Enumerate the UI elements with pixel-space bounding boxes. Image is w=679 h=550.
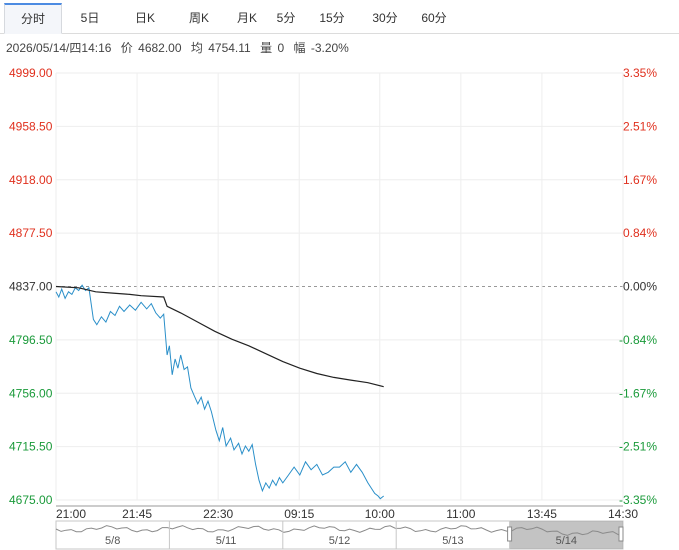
x-tick-label: 14:30 [608,507,638,521]
tab-1[interactable]: 分时 [4,3,62,34]
tab-8[interactable]: 30分 [372,11,398,25]
tab-6[interactable]: 5分 [276,11,296,25]
y-tick-label-left: 4675.00 [9,493,53,507]
x-tick-label: 22:30 [203,507,233,521]
tab-4[interactable]: 周K [188,11,209,25]
x-tick-label: 09:15 [284,507,314,521]
y-tick-label-right: 2.51% [623,119,657,133]
x-tick-label: 11:00 [446,507,475,521]
price-label: 价 [120,41,133,55]
tab-5[interactable]: 月K [236,11,257,25]
x-tick-label: 21:45 [122,507,152,521]
y-tick-label-right: 1.67% [623,173,657,187]
change-value: -3.20% [310,41,349,55]
y-tick-label-left: 4999.00 [9,66,53,80]
change-label: 幅 [293,41,306,55]
tab-3[interactable]: 日K [134,11,155,25]
avg-label: 均 [190,41,203,55]
y-tick-label-right: 3.35% [623,66,657,80]
x-tick-label: 13:45 [527,507,557,521]
navigator-date-label: 5/8 [105,535,120,547]
navigator-left-handle[interactable] [507,526,513,542]
y-tick-label-left: 4918.00 [9,173,53,187]
navigator-thumbnail-line [55,525,624,538]
y-tick-label-right: 0.84% [623,226,657,240]
y-tick-label-right: -0.84% [619,333,657,347]
x-tick-label: 10:00 [365,507,395,521]
tab-9[interactable]: 60分 [421,11,447,25]
price-value: 4682.00 [138,41,182,55]
navigator-date-label: 5/13 [442,535,463,547]
y-tick-label-left: 4837.00 [9,280,53,294]
y-tick-label-left: 4756.00 [9,386,53,400]
x-tick-label: 21:00 [56,507,86,521]
navigator-right-handle[interactable] [618,526,624,542]
navigator-date-label: 5/14 [556,535,577,547]
tab-7[interactable]: 15分 [319,11,345,25]
quote-info-bar: 2026/05/14/四14:16 价 4682.00 均 4754.11 量 … [6,39,355,55]
tab-2[interactable]: 5日 [80,11,100,25]
avg-value: 4754.11 [208,41,251,55]
price-series-line [55,284,385,500]
average-series-line [55,285,384,388]
navigator-date-label: 5/11 [216,535,237,547]
navigator-date-label: 5/12 [329,535,350,547]
period-tabs: 分时 5日 日K 周K 月K 5分 15分 30分 60分 [0,0,679,34]
y-tick-label-left: 4877.50 [9,226,53,240]
y-tick-label-left: 4958.50 [9,119,53,133]
quote-datetime: 2026/05/14/四14:16 [6,41,112,55]
volume-label: 量 [260,41,273,55]
y-tick-label-right: 0.00% [623,280,657,294]
y-tick-label-right: -2.51% [619,440,657,454]
y-tick-label-left: 4715.50 [9,440,53,454]
y-tick-label-right: -1.67% [619,386,657,400]
volume-value: 0 [277,41,285,55]
y-tick-label-right: -3.35% [619,493,657,507]
y-tick-label-left: 4796.50 [9,333,53,347]
